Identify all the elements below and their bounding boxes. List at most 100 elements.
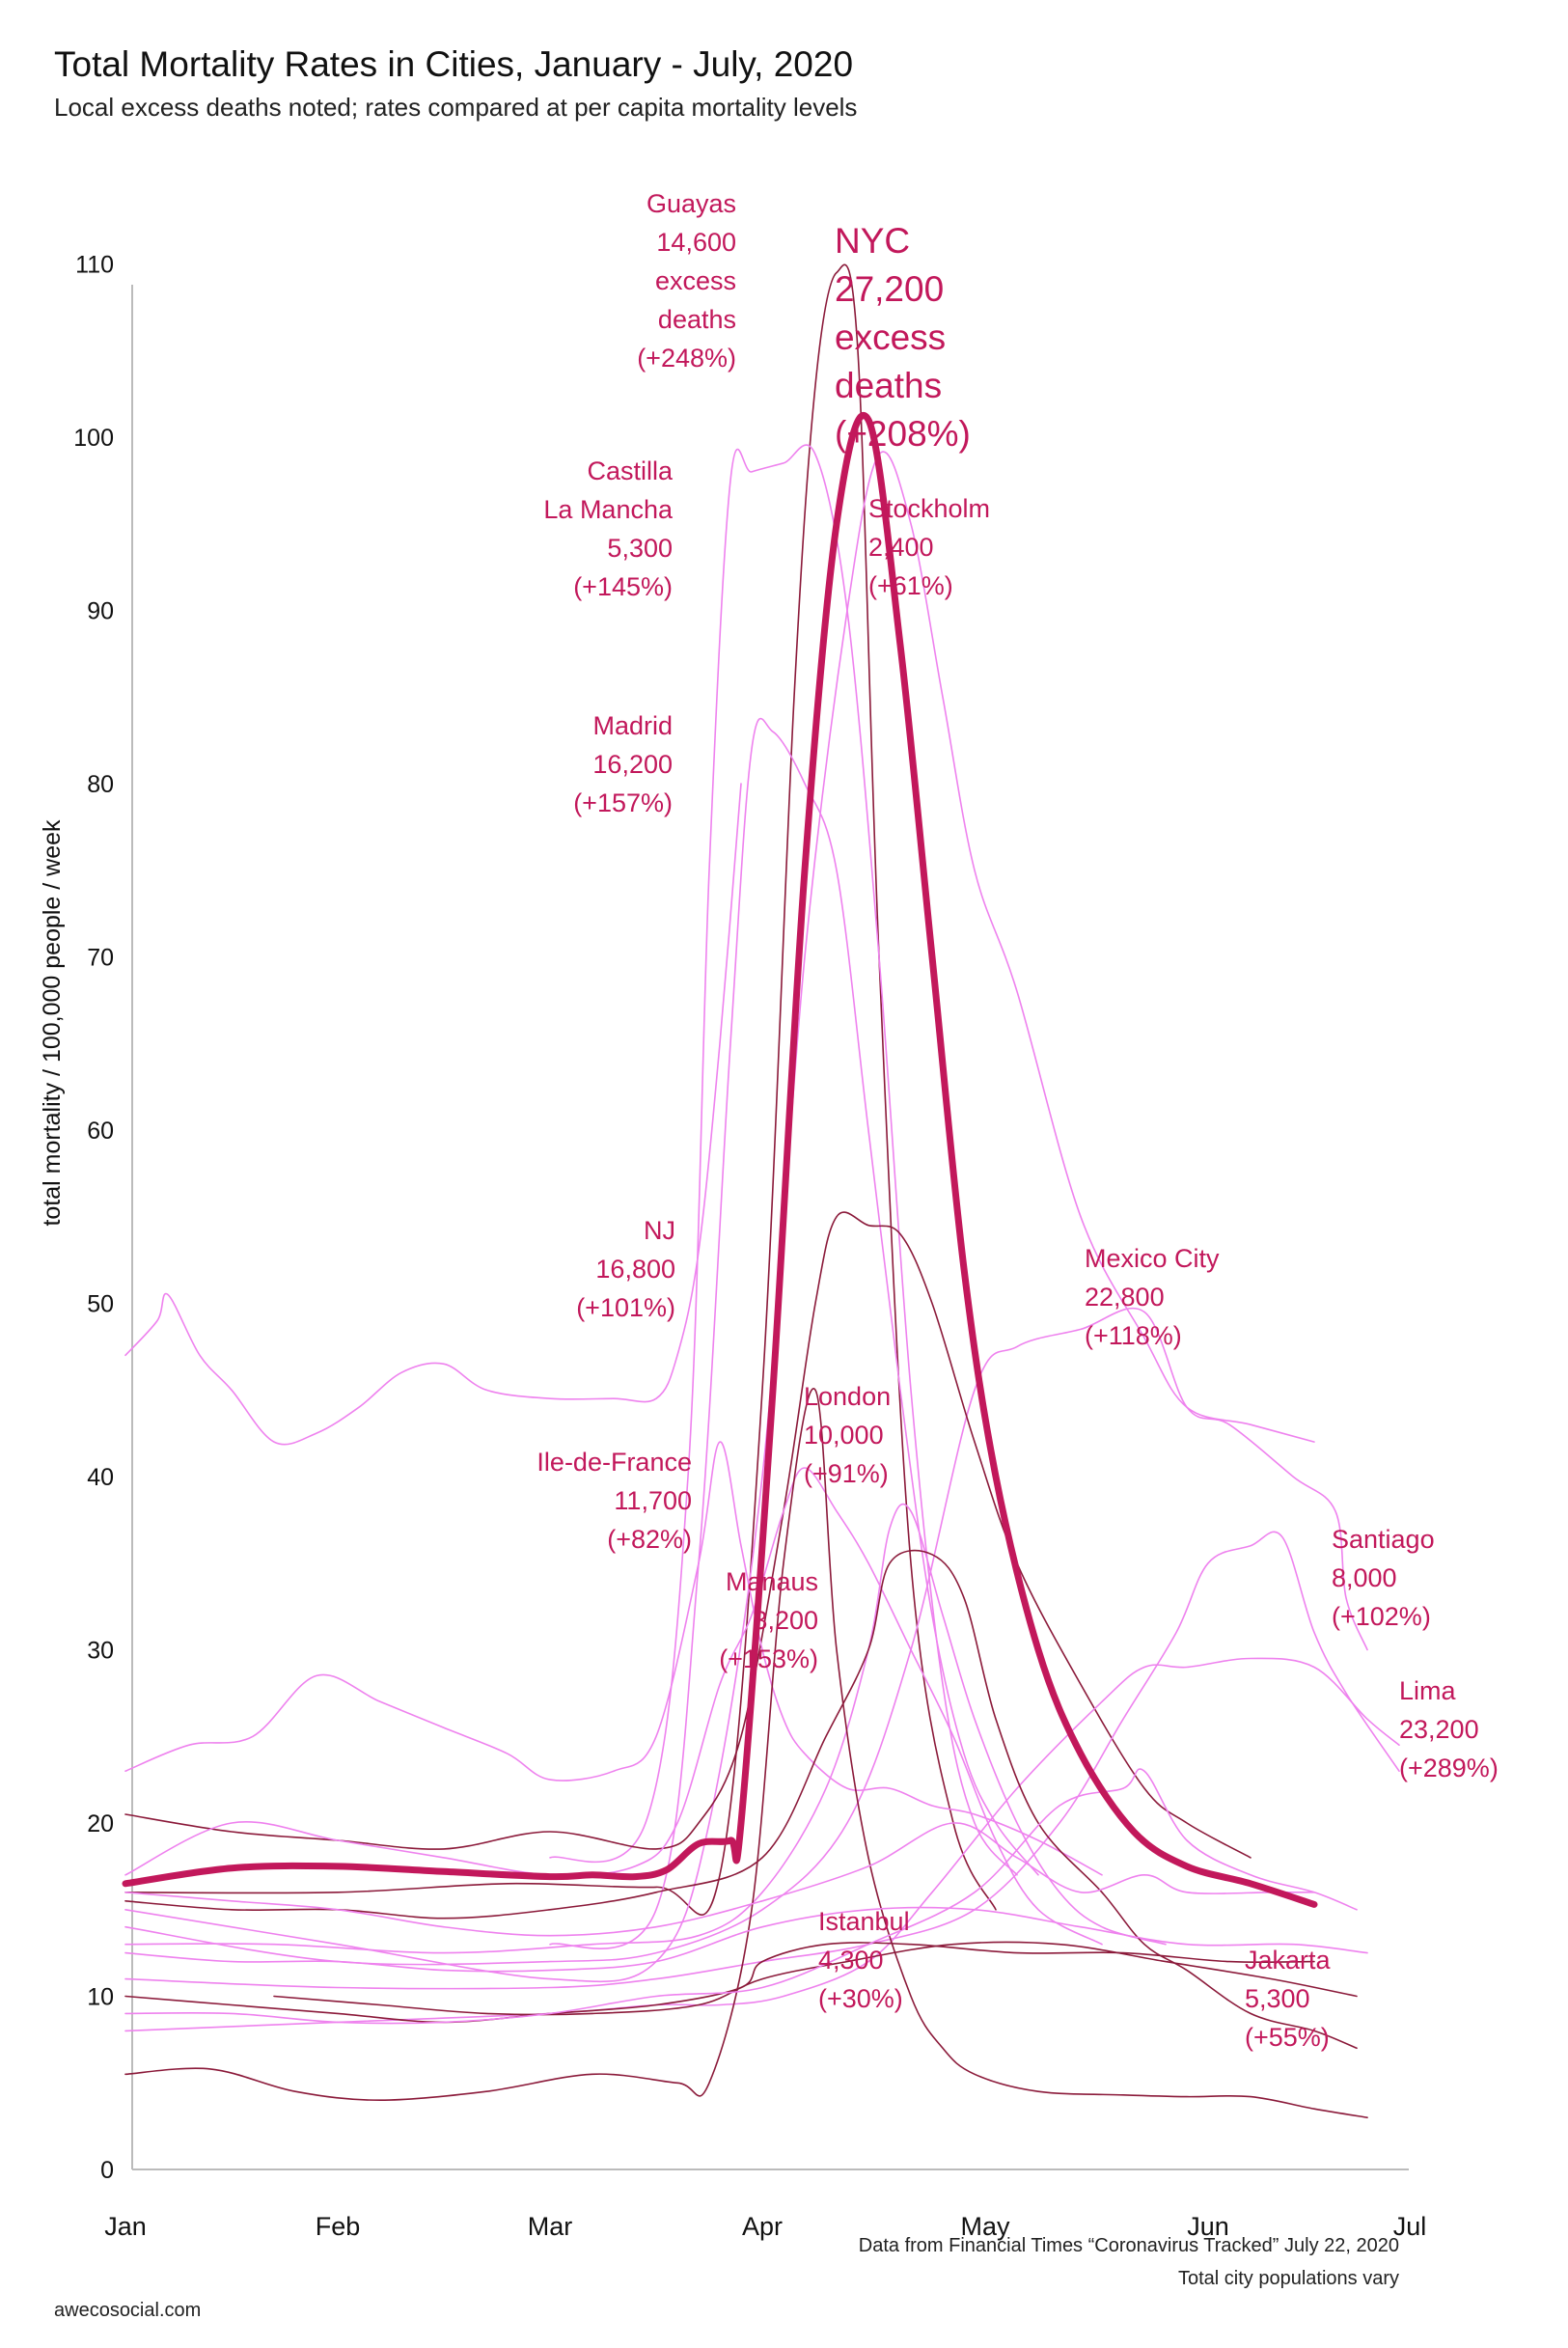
annotation-line: 5,300 <box>1245 1984 1310 2013</box>
annotation-castilla: Castilla La Mancha 5,300 (+145%) <box>543 456 674 601</box>
x-tick-label: Jun <box>1187 2212 1229 2241</box>
annotation-line: deaths <box>658 305 736 334</box>
annotation-stockholm: Stockholm 2,400 (+61%) <box>868 494 990 600</box>
series-line-madrid <box>549 717 1039 1949</box>
annotation-line: excess <box>655 266 736 295</box>
y-tick-label: 90 <box>87 598 114 625</box>
annotation-line: Mexico City <box>1085 1244 1220 1273</box>
annotation-lima: Lima 23,200 (+289%) <box>1399 1676 1499 1782</box>
y-tick-label: 50 <box>87 1291 114 1318</box>
series-line-stockholm <box>124 451 1315 1983</box>
annotation-istanbul: Istanbul 4,300 (+30%) <box>818 1907 910 2013</box>
annotation-line: Castilla <box>587 456 674 485</box>
annotation-line: (+61%) <box>868 571 953 600</box>
x-tick-label: Jul <box>1393 2212 1427 2241</box>
annotation-line: 8,000 <box>1332 1563 1397 1592</box>
y-tick-label: 40 <box>87 1464 114 1491</box>
annotation-madrid: Madrid 16,200 (+157%) <box>573 711 673 817</box>
annotation-line: excess <box>835 318 946 357</box>
y-tick-label: 20 <box>87 1810 114 1837</box>
y-tick-label: 80 <box>87 771 114 798</box>
y-tick-label: 30 <box>87 1638 114 1665</box>
annotation-line: (+145%) <box>573 572 673 601</box>
annotation-jakarta: Jakarta 5,300 (+55%) <box>1245 1946 1332 2052</box>
annotation-line: Guayas <box>646 189 736 218</box>
series-line-guayas <box>124 263 997 1916</box>
population-note: Total city populations vary <box>1177 2268 1399 2289</box>
chart-title: Total Mortality Rates in Cities, January… <box>54 44 854 84</box>
annotation-line: NJ <box>644 1216 675 1245</box>
x-tick-label: Feb <box>316 2212 361 2241</box>
annotation-line: Ile-de-France <box>536 1448 692 1477</box>
annotation-line: London <box>804 1382 891 1411</box>
series-line-jakarta <box>124 1549 1358 2050</box>
annotation-line: (+157%) <box>573 788 673 817</box>
annotation-line: La Mancha <box>543 495 674 524</box>
annotation-line: 14,600 <box>656 228 736 257</box>
annotation-line: 23,200 <box>1399 1715 1479 1744</box>
x-tick-label: Mar <box>528 2212 573 2241</box>
annotation-line: 5,300 <box>607 534 673 563</box>
series-line-ile-de-france <box>124 1467 1103 1946</box>
annotations-group: NYC 27,200 excess deaths (+208%) Guayas 14,600… <box>536 189 1498 2052</box>
series-line-london <box>124 1503 1167 1954</box>
annotation-london: London 10,000 (+91%) <box>804 1382 891 1488</box>
series-line-unlabeled <box>124 1768 1358 2025</box>
annotation-line: (+248%) <box>637 344 736 373</box>
y-tick-label: 10 <box>87 1984 114 2011</box>
annotation-line: NYC <box>835 221 910 261</box>
annotation-mexico-city: Mexico City 22,800 (+118%) <box>1085 1244 1220 1350</box>
annotation-santiago: Santiago 8,000 (+102%) <box>1332 1525 1435 1631</box>
annotation-line: (+82%) <box>607 1525 692 1554</box>
y-tick-label: 70 <box>87 945 114 972</box>
series-line-nj <box>124 1211 1252 1859</box>
series-line-manaus <box>124 1441 1103 1876</box>
annotation-manaus: Manaus 3,200 (+153%) <box>719 1567 818 1673</box>
annotation-line: Santiago <box>1332 1525 1435 1554</box>
annotation-line: 2,400 <box>868 533 934 562</box>
y-axis-label: total mortality / 100,000 people / week <box>39 819 66 1227</box>
y-tick-label: 110 <box>75 252 114 279</box>
x-tick-label: Apr <box>742 2212 783 2241</box>
annotation-line: Madrid <box>592 711 673 740</box>
series-line-unlabeled <box>124 1822 1315 1937</box>
annotation-line: 3,200 <box>753 1606 818 1635</box>
annotation-line: 16,800 <box>595 1255 675 1284</box>
series-line-nyc <box>122 411 1318 1908</box>
annotation-nj: NJ 16,800 (+101%) <box>576 1216 675 1322</box>
annotation-line: (+101%) <box>576 1293 675 1322</box>
annotation-line: Istanbul <box>818 1907 910 1936</box>
series-line-castilla-la-mancha <box>549 444 1018 1876</box>
annotation-line: Lima <box>1399 1676 1457 1705</box>
annotation-line: deaths <box>835 366 942 405</box>
series-line-lima <box>124 1657 1400 2032</box>
series-line-unlabeled <box>124 783 742 1446</box>
y-tick-label: 60 <box>87 1118 114 1145</box>
data-source-note: Data from Financial Times “Coronavirus T… <box>858 2235 1399 2256</box>
annotation-line: Stockholm <box>868 494 990 523</box>
axes-group: 0 10 20 30 40 50 60 70 80 90 100 110 Jan Feb Mar Apr May… <box>73 252 1426 2242</box>
x-tick-label: Jan <box>104 2212 147 2241</box>
annotation-line: (+102%) <box>1332 1602 1431 1631</box>
x-tick-label: May <box>960 2212 1010 2241</box>
annotation-line: (+55%) <box>1245 2023 1330 2052</box>
y-tick-label: 100 <box>73 425 114 452</box>
annotation-line: 16,200 <box>592 750 673 779</box>
series-line-unlabeled <box>124 1906 1368 1973</box>
annotation-line: 27,200 <box>835 269 944 309</box>
series-lines <box>122 263 1400 2118</box>
annotation-line: (+118%) <box>1085 1321 1182 1350</box>
annotation-line: 22,800 <box>1085 1283 1165 1312</box>
annotation-line: 10,000 <box>804 1421 884 1450</box>
annotation-line: Manaus <box>726 1567 818 1596</box>
annotation-line: 4,300 <box>818 1946 884 1975</box>
y-tick-label: 0 <box>100 2157 114 2184</box>
annotation-line: (+208%) <box>835 414 971 454</box>
chart-subtitle: Local excess deaths noted; rates compare… <box>54 93 858 122</box>
annotation-guayas: Guayas 14,600 excess deaths (+248%) <box>637 189 736 373</box>
series-line-santiago <box>124 1531 1400 1990</box>
series-line-jakarta-lower <box>124 1388 1368 2118</box>
annotation-line: (+30%) <box>818 1984 903 2013</box>
series-line-unlabeled <box>273 1941 1358 2016</box>
